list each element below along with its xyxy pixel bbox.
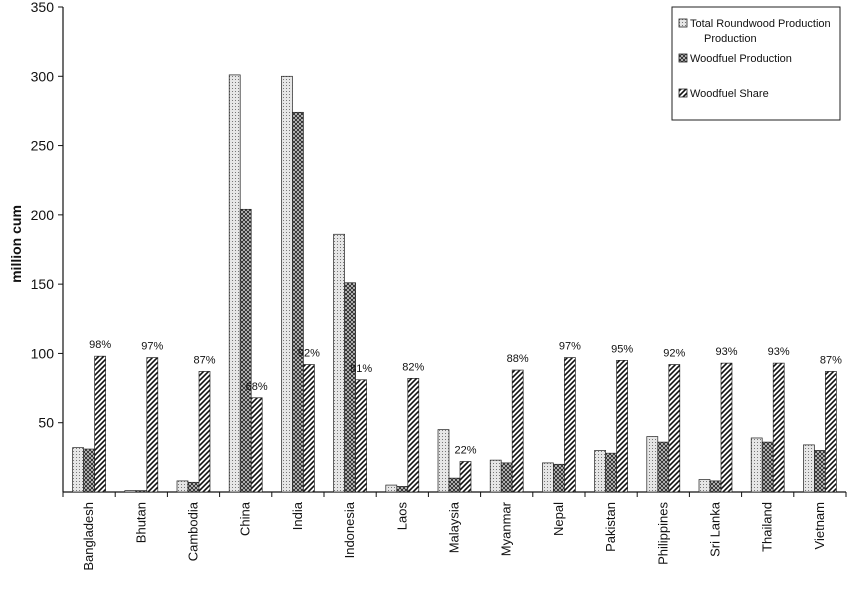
y-tick-label: 200 [31, 207, 55, 223]
y-axis-label: million cum [8, 205, 24, 283]
bar-total [489, 459, 502, 493]
share-data-label: 68% [246, 381, 268, 393]
bar-share [720, 362, 733, 493]
bar-woodfuel [605, 452, 617, 493]
bar-woodfuel [292, 111, 304, 493]
x-tick-label: Cambodia [186, 501, 201, 561]
bar-share [303, 364, 315, 493]
bar-woodfuel [709, 480, 722, 493]
bar-woodfuel [135, 490, 148, 493]
bar-total [698, 479, 711, 493]
bars-group [72, 74, 837, 493]
bar-share [668, 364, 681, 493]
x-tick-label: Bangladesh [81, 502, 96, 571]
share-data-label: 93% [768, 346, 790, 358]
y-tick-label: 50 [38, 415, 54, 431]
bar-share [198, 371, 211, 493]
bar-total [803, 444, 815, 493]
bar-woodfuel [500, 462, 513, 493]
legend-swatch-woodfuel [678, 53, 688, 63]
bar-woodfuel [396, 486, 409, 493]
share-data-label: 93% [715, 346, 737, 358]
share-data-label: 95% [611, 343, 633, 355]
bar-woodfuel [448, 477, 461, 493]
legend-swatch-total [678, 18, 688, 28]
bar-share [250, 397, 263, 493]
bar-share [825, 371, 837, 493]
x-tick-label: Pakistan [603, 502, 618, 552]
legend-label-total: Total Roundwood Production [690, 18, 831, 30]
bar-share [94, 355, 106, 493]
bar-woodfuel [553, 463, 565, 493]
legend-label-total-line2: Production [704, 33, 757, 45]
bar-woodfuel [83, 448, 95, 493]
share-data-label: 87% [193, 354, 215, 366]
x-tick-label: China [238, 501, 253, 536]
bar-total [542, 462, 554, 493]
x-tick-label: Sri Lanka [708, 501, 723, 557]
x-tick-label: Vietnam [812, 502, 827, 549]
legend: Total Roundwood Production Production Wo… [671, 6, 841, 121]
share-data-label: 22% [454, 445, 476, 457]
share-data-label: 97% [559, 341, 581, 353]
legend-box [671, 6, 841, 121]
bar-total [385, 484, 398, 493]
bar-total [437, 429, 450, 493]
bar-share [146, 357, 159, 493]
x-tick-label: Philippines [655, 502, 670, 565]
bar-woodfuel [657, 441, 670, 493]
bar-share [511, 369, 524, 493]
bar-share [616, 360, 628, 493]
legend-label-share: Woodfuel Share [690, 88, 769, 100]
share-data-label: 92% [663, 348, 685, 360]
bar-share [459, 461, 472, 493]
bar-woodfuel [814, 450, 826, 493]
x-tick-label: Bhutan [133, 502, 148, 543]
bar-total [333, 233, 345, 493]
x-tick-label: Indonesia [342, 501, 357, 558]
bar-total [594, 450, 606, 493]
bar-total [176, 480, 189, 493]
share-data-label: 82% [402, 361, 424, 373]
share-data-label: 87% [820, 354, 842, 366]
x-tick-label: Laos [394, 502, 409, 531]
share-data-label: 81% [350, 363, 372, 375]
bar-total [750, 437, 763, 493]
bar-woodfuel [761, 441, 774, 493]
bar-total [124, 490, 137, 493]
share-data-label: 92% [298, 348, 320, 360]
bar-woodfuel [187, 481, 200, 493]
bar-total [646, 436, 659, 493]
x-tick-label: Myanmar [499, 501, 514, 556]
bar-share [772, 362, 785, 493]
y-tick-label: 100 [31, 345, 55, 361]
y-tick-label: 150 [31, 276, 55, 292]
x-tick-label: Nepal [551, 502, 566, 536]
share-data-label: 98% [89, 339, 111, 351]
share-data-label: 97% [141, 341, 163, 353]
y-tick-label: 350 [31, 0, 55, 15]
x-tick-label: Thailand [760, 502, 775, 552]
labels-group: 98% Bangladesh 97% Bhutan 87% Cambodia 68% Chin… [81, 339, 842, 570]
share-data-label: 88% [507, 353, 529, 365]
bar-total [72, 447, 84, 493]
bar-share [407, 378, 420, 493]
x-tick-label: Malaysia [447, 501, 462, 553]
y-tick-label: 250 [31, 138, 55, 154]
bar-total [281, 75, 293, 493]
x-tick-label: India [290, 501, 305, 530]
bar-total [228, 74, 241, 493]
bar-share [355, 379, 367, 493]
y-tick-label: 300 [31, 68, 55, 84]
bar-share [564, 357, 576, 493]
legend-label-woodfuel: Woodfuel Production [690, 53, 792, 65]
legend-swatch-share [678, 88, 688, 98]
bar-woodfuel [344, 282, 356, 493]
bar-woodfuel [239, 208, 252, 493]
